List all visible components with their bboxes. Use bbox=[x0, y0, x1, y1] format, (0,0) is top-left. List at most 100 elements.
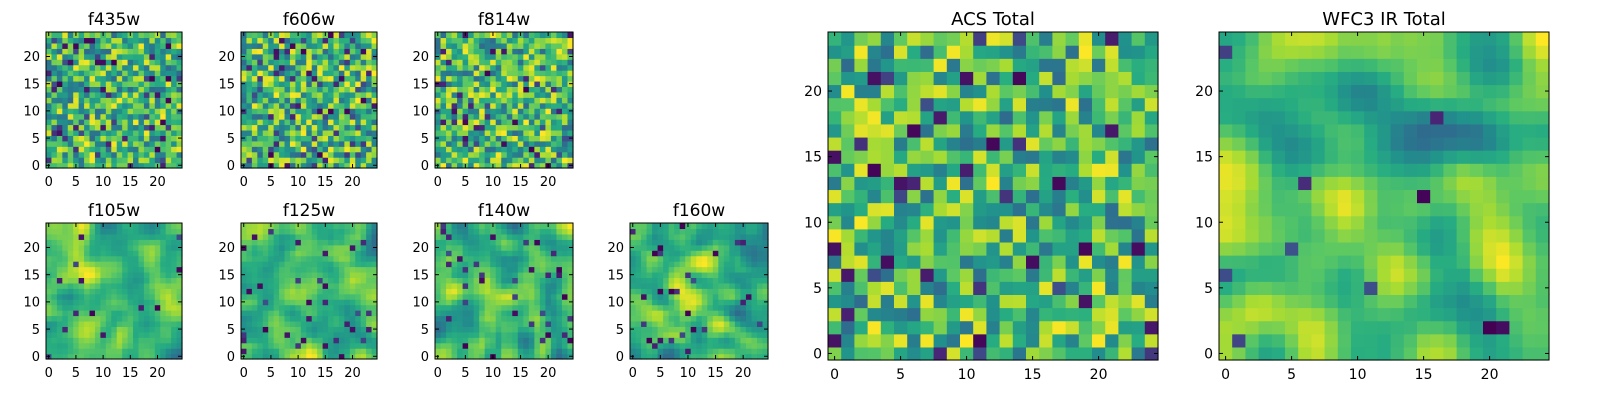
heatmap-cell bbox=[100, 261, 106, 267]
heatmap-cell bbox=[534, 294, 540, 300]
heatmap-cell bbox=[155, 299, 161, 305]
heatmap-cell bbox=[339, 337, 345, 343]
heatmap-cell bbox=[457, 54, 463, 60]
heatmap-cell bbox=[474, 223, 480, 229]
heatmap-cell bbox=[496, 65, 502, 71]
heatmap-cell bbox=[485, 135, 491, 141]
heatmap-cell bbox=[306, 305, 312, 311]
heatmap-cell bbox=[301, 119, 307, 125]
heatmap-cell bbox=[57, 81, 63, 87]
heatmap-cell bbox=[350, 343, 356, 349]
heatmap-cell bbox=[290, 315, 296, 321]
heatmap-cell bbox=[285, 81, 291, 87]
heatmap-cell bbox=[512, 261, 518, 267]
heatmap-cell bbox=[122, 261, 128, 267]
heatmap-cell bbox=[285, 114, 291, 120]
heatmap-cell bbox=[685, 294, 691, 300]
heatmap-cell bbox=[160, 135, 166, 141]
heatmap-cell bbox=[111, 272, 117, 278]
heatmap-cell bbox=[68, 114, 74, 120]
x-tick-label: 0 bbox=[45, 366, 53, 381]
heatmap-cell bbox=[474, 245, 480, 251]
heatmap-cell bbox=[95, 152, 101, 158]
heatmap-cell bbox=[702, 250, 708, 256]
heatmap-cell bbox=[306, 92, 312, 98]
heatmap-cell bbox=[241, 305, 247, 311]
heatmap-cell bbox=[323, 76, 329, 82]
heatmap-cell bbox=[295, 288, 301, 294]
heatmap-cell bbox=[263, 305, 269, 311]
heatmap-cell bbox=[562, 59, 568, 65]
heatmap-cell bbox=[138, 267, 144, 273]
heatmap-cell bbox=[57, 310, 63, 316]
heatmap-cell bbox=[685, 337, 691, 343]
heatmap-cell bbox=[323, 108, 329, 114]
heatmap-cell bbox=[333, 315, 339, 321]
heatmap-cell bbox=[751, 239, 757, 245]
y-tick-label: 20 bbox=[607, 241, 624, 256]
heatmap-cell bbox=[111, 48, 117, 54]
heatmap-cell bbox=[241, 256, 247, 262]
heatmap-cell bbox=[312, 97, 318, 103]
heatmap-cell bbox=[1145, 294, 1159, 308]
heatmap-cell bbox=[350, 141, 356, 147]
heatmap-cell bbox=[713, 245, 719, 251]
heatmap-cell bbox=[95, 124, 101, 130]
heatmap-cell bbox=[317, 108, 323, 114]
heatmap-cell bbox=[290, 310, 296, 316]
heatmap-cell bbox=[746, 288, 752, 294]
heatmap-cell bbox=[496, 337, 502, 343]
heatmap-cell bbox=[724, 256, 730, 262]
heatmap-cell bbox=[452, 135, 458, 141]
heatmap-cell bbox=[95, 135, 101, 141]
heatmap-cell bbox=[868, 347, 882, 361]
heatmap-cell bbox=[652, 283, 658, 289]
heatmap-cell bbox=[317, 124, 323, 130]
heatmap-cell bbox=[301, 267, 307, 273]
heatmap-cell bbox=[138, 124, 144, 130]
heatmap-cell bbox=[295, 321, 301, 327]
heatmap-cell bbox=[512, 146, 518, 152]
heatmap-cell bbox=[652, 250, 658, 256]
heatmap-cell bbox=[652, 272, 658, 278]
heatmap-cell bbox=[171, 256, 177, 262]
heatmap-cell bbox=[333, 234, 339, 240]
heatmap-cell bbox=[290, 223, 296, 229]
heatmap-cell bbox=[647, 348, 653, 354]
heatmap-cell bbox=[452, 65, 458, 71]
heatmap-cell bbox=[263, 223, 269, 229]
heatmap-cell bbox=[290, 256, 296, 262]
heatmap-cell bbox=[934, 308, 948, 322]
heatmap-cell bbox=[636, 315, 642, 321]
heatmap-cell bbox=[84, 228, 90, 234]
heatmap-cell bbox=[545, 92, 551, 98]
heatmap-cell bbox=[1066, 176, 1080, 190]
heatmap-cell bbox=[446, 223, 452, 229]
heatmap-cell bbox=[468, 152, 474, 158]
heatmap-cell bbox=[166, 245, 172, 251]
heatmap-cell bbox=[507, 277, 513, 283]
heatmap-cell bbox=[485, 267, 491, 273]
heatmap-cell bbox=[51, 277, 57, 283]
heatmap-cell bbox=[636, 239, 642, 245]
heatmap-cell bbox=[306, 277, 312, 283]
heatmap-cell bbox=[51, 37, 57, 43]
heatmap-cell bbox=[355, 299, 361, 305]
heatmap-cell bbox=[479, 152, 485, 158]
heatmap-cell bbox=[740, 277, 746, 283]
heatmap-cell bbox=[84, 76, 90, 82]
heatmap-cell bbox=[241, 157, 247, 163]
heatmap-cell bbox=[1145, 189, 1159, 203]
heatmap-cell bbox=[328, 245, 334, 251]
heatmap-cell bbox=[149, 70, 155, 76]
heatmap-cell bbox=[490, 124, 496, 130]
heatmap-cell bbox=[1000, 242, 1014, 256]
heatmap-cell bbox=[46, 315, 52, 321]
heatmap-cell bbox=[907, 294, 921, 308]
heatmap-cell bbox=[1079, 281, 1093, 295]
heatmap-cell bbox=[274, 86, 280, 92]
heatmap-cell bbox=[366, 157, 372, 163]
heatmap-cell bbox=[128, 37, 134, 43]
heatmap-cell bbox=[317, 305, 323, 311]
heatmap-cell bbox=[84, 54, 90, 60]
